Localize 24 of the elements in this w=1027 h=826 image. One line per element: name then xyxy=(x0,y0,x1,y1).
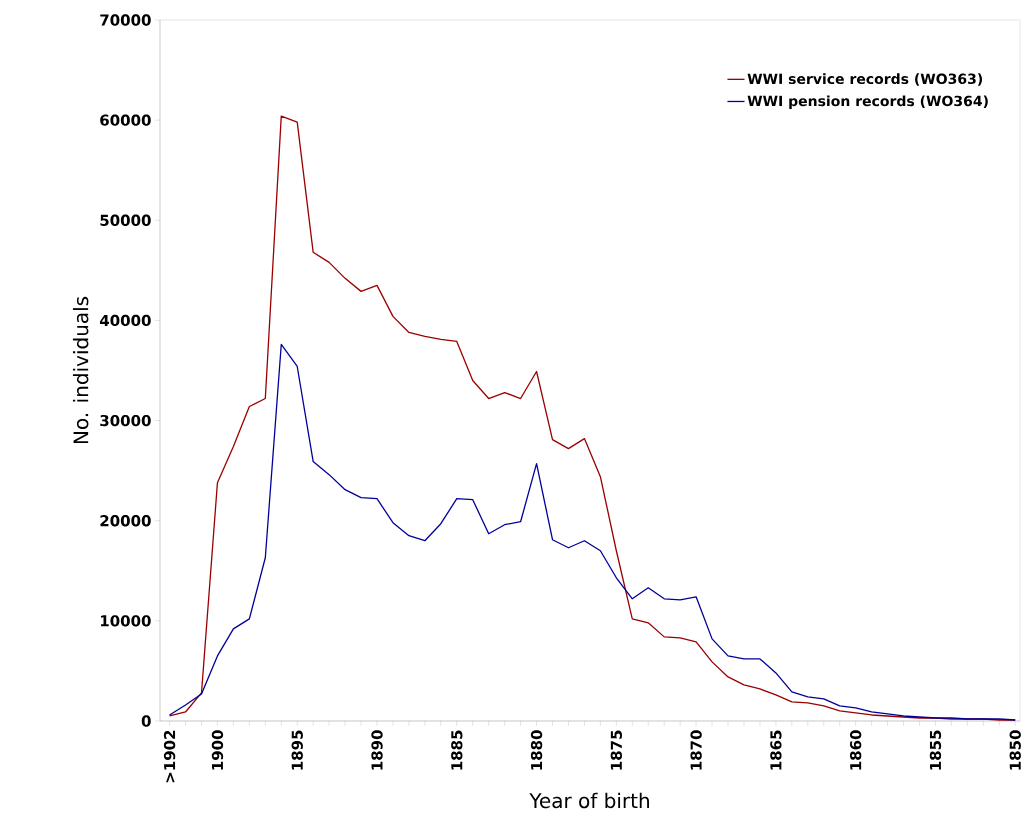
y-tick-label: 70000 xyxy=(100,14,151,26)
x-tick-label: 1900 xyxy=(211,730,224,770)
legend-label: WWI pension records (WO364) xyxy=(747,95,988,109)
y-tick-label: 20000 xyxy=(100,515,151,527)
x-tick-label: 1860 xyxy=(849,730,862,770)
y-tick-label: 50000 xyxy=(100,214,151,226)
x-tick-label: 1865 xyxy=(770,730,782,770)
x-tick-label: 1895 xyxy=(291,730,303,770)
y-tick-label: 0 xyxy=(141,715,151,727)
y-tick-label: 40000 xyxy=(99,314,151,327)
x-tick-label: >1902 xyxy=(163,730,176,783)
x-tick-label: 1850 xyxy=(1009,730,1021,770)
y-tick-label: 30000 xyxy=(100,414,151,427)
y-axis-title: No. individuals xyxy=(72,296,89,444)
legend-label: WWI service records (WO363) xyxy=(747,73,983,86)
y-tick-label: 10000 xyxy=(100,615,151,627)
x-tick-label: 1875 xyxy=(610,730,623,770)
x-tick-label: 1855 xyxy=(929,730,942,770)
x-tick-label: 1885 xyxy=(451,730,463,770)
y-tick-label: 60000 xyxy=(100,114,151,126)
x-tick-label: 1880 xyxy=(530,730,543,770)
x-tick-label: 1870 xyxy=(690,730,702,770)
x-axis-title: Year of birth xyxy=(529,792,649,809)
x-tick-label: 1890 xyxy=(371,730,383,770)
